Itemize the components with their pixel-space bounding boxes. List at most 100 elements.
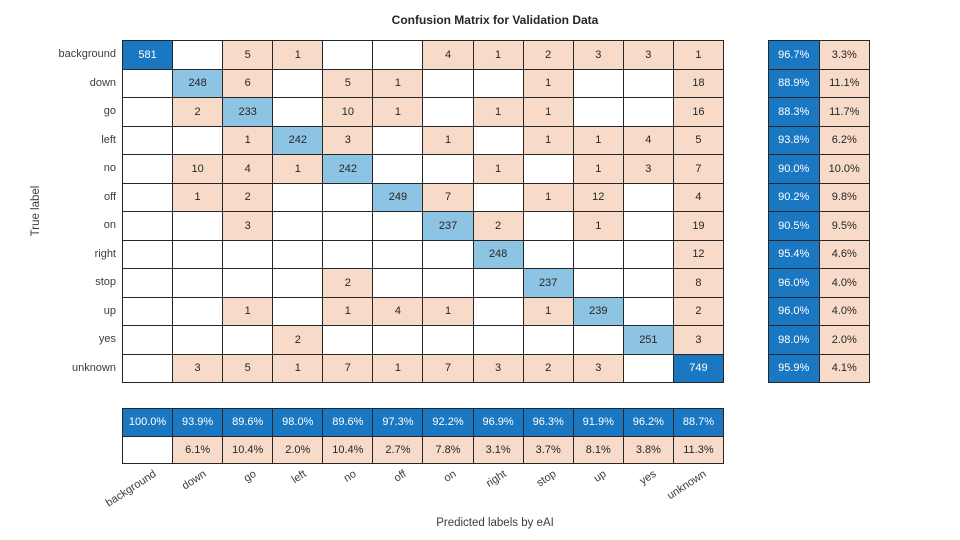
matrix-cell [273,183,324,212]
matrix-cell: 5 [223,41,274,70]
matrix-cell: 249 [373,183,424,212]
matrix-cell: 18 [673,69,724,98]
column-summary-cell: 7.8% [423,436,474,464]
row-summary-cell: 4.0% [819,269,870,298]
matrix-cell [273,212,324,241]
x-axis-label: Predicted labels by eAI [436,517,554,529]
matrix-cell: 1 [273,354,324,383]
matrix-cell: 7 [323,354,374,383]
row-summary-cell: 2.0% [819,326,870,355]
matrix-cell: 19 [673,212,724,241]
matrix-cell: 2 [473,212,524,241]
matrix-cell: 2 [173,98,224,127]
matrix-cell [423,69,474,98]
matrix-cell [123,212,174,241]
row-summary-cell: 4.6% [819,240,870,269]
matrix-cell [573,240,624,269]
matrix-cell: 4 [373,297,424,326]
matrix-cell: 8 [673,269,724,298]
row-summary-cell: 93.8% [769,126,820,155]
matrix-cell [623,212,674,241]
row-summary-cell: 90.0% [769,155,820,184]
matrix-cell: 248 [173,69,224,98]
matrix-cell [173,240,224,269]
matrix-cell: 10 [323,98,374,127]
matrix-cell [173,126,224,155]
matrix-cell: 5 [673,126,724,155]
matrix-cell [273,297,324,326]
true-label-tick: go [103,105,116,118]
matrix-cell [523,155,574,184]
matrix-cell: 1 [323,297,374,326]
matrix-cell: 1 [573,212,624,241]
matrix-cell [623,269,674,298]
matrix-cell [573,69,624,98]
column-summary-cell: 3.1% [473,436,524,464]
matrix-cell [373,41,424,70]
matrix-cell: 2 [273,326,324,355]
row-summary-cell: 11.1% [819,69,870,98]
matrix-cell: 2 [523,354,574,383]
column-summary-cell: 97.3% [373,409,424,437]
matrix-cell: 5 [223,354,274,383]
matrix-cell: 1 [273,41,324,70]
matrix-cell [123,126,174,155]
matrix-cell: 12 [673,240,724,269]
matrix-cell [473,269,524,298]
matrix-cell: 16 [673,98,724,127]
column-summary-grid: 100.0% 93.9% 89.6% 98.0% 89.6% 97.3% 92.2% 96.9… [122,408,724,464]
matrix-cell [173,269,224,298]
matrix-cell: 1 [523,183,574,212]
matrix-cell: 7 [673,155,724,184]
matrix-cell [373,240,424,269]
matrix-cell: 3 [323,126,374,155]
matrix-cell: 3 [573,41,624,70]
column-summary-cell: 91.9% [573,409,624,437]
matrix-cell: 1 [573,126,624,155]
matrix-cell [623,297,674,326]
predicted-label-tick: on [441,468,459,485]
matrix-cell [623,354,674,383]
column-summary-cell: 8.1% [573,436,624,464]
true-label-tick: off [103,190,116,203]
row-summary-cell: 90.5% [769,212,820,241]
column-summary-cell: 98.0% [273,409,324,437]
matrix-cell [573,326,624,355]
matrix-cell: 248 [473,240,524,269]
matrix-cell [573,98,624,127]
matrix-cell [323,212,374,241]
matrix-cell: 6 [223,69,274,98]
matrix-cell [123,354,174,383]
matrix-cell [573,269,624,298]
matrix-cell [123,98,174,127]
true-label-tick: no [103,162,116,175]
matrix-cell [273,98,324,127]
matrix-cell: 2 [673,297,724,326]
matrix-cell [373,155,424,184]
column-summary-cell: 96.2% [623,409,674,437]
predicted-label-tick: off [391,468,409,485]
column-summary-cell [123,436,174,464]
matrix-cell: 2 [523,41,574,70]
row-summary-cell: 90.2% [769,183,820,212]
true-label-tick: stop [95,276,116,289]
matrix-cell [423,98,474,127]
matrix-cell [223,240,274,269]
column-summary-cell: 3.7% [523,436,574,464]
matrix-cell: 242 [273,126,324,155]
row-summary-cell: 9.8% [819,183,870,212]
matrix-cell [523,240,574,269]
predicted-label-tick: no [341,468,359,485]
matrix-cell [223,269,274,298]
row-summary-cell: 11.7% [819,98,870,127]
column-summary-cell: 93.9% [173,409,224,437]
matrix-cell [623,98,674,127]
matrix-cell [623,69,674,98]
matrix-cell: 242 [323,155,374,184]
matrix-cell: 2 [323,269,374,298]
matrix-cell: 1 [373,354,424,383]
matrix-cell: 239 [573,297,624,326]
predicted-label-tick: background [103,468,159,510]
predicted-label-tick: down [179,468,209,493]
matrix-cell: 1 [473,98,524,127]
